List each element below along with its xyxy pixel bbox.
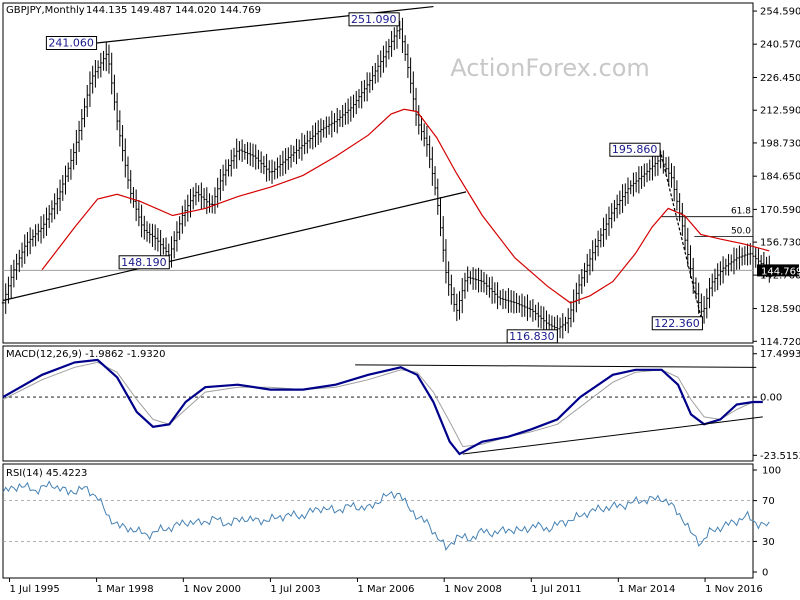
swing-annotation-box — [348, 12, 400, 27]
price-tick-label-0: 254.590 — [760, 7, 800, 18]
price-tick-label-7: 156.730 — [760, 238, 800, 249]
symbol-label: GBPJPY,Monthly — [6, 5, 85, 16]
swing-annotation-label: 148.190 — [121, 256, 166, 269]
swing-annotation-5: 122.360 — [651, 316, 703, 331]
macd-layer: 17.4993 0.00 -23.5153 — [2, 349, 800, 462]
macd-header: MACD(12,26,9) -1.9862 -1.9320 — [6, 349, 166, 360]
price-tick-label-5: 184.650 — [760, 172, 800, 183]
time-tick-label-6: 1 Jul 2011 — [531, 584, 581, 595]
ohlc-bars — [1, 17, 771, 342]
swing-annotation-4: 195.860 — [609, 142, 661, 157]
price-series-layer: 61.8 50.0 241.060 251.090 148.190 116.830 195.… — [1, 5, 771, 344]
price-tick-label-4: 198.730 — [760, 138, 800, 149]
current-price-label: 144.769 — [761, 266, 800, 277]
price-trend-line-1 — [2, 191, 467, 302]
price-axis: 254.590 240.570 226.450 212.590 198.730 184.6… — [753, 7, 800, 348]
ohlc-readout: 144.135 149.487 144.020 144.769 — [86, 5, 261, 16]
watermark: ActionForex.com — [450, 54, 650, 82]
macd-trend-line-0 — [355, 364, 757, 368]
price-pane — [2, 2, 754, 344]
price-tick-label-9: 128.590 — [760, 304, 800, 315]
swing-annotation-0: 241.060 — [45, 35, 98, 50]
swing-annotation-label: 122.360 — [654, 317, 700, 330]
time-tick-label-3: 1 Jul 2003 — [270, 584, 320, 595]
swing-annotation-3: 116.830 — [506, 329, 558, 344]
rsi-tick-label-1: 70 — [762, 496, 775, 507]
rsi-tick-label-2: 30 — [762, 537, 775, 548]
rsi-header: RSI(14) 45.4223 — [6, 468, 87, 479]
fib-level-label-0: 61.8 — [731, 207, 751, 217]
fib-level-label-1: 50.0 — [731, 227, 751, 237]
swing-annotation-label: 195.860 — [612, 143, 658, 156]
rsi-tick-label-0: 100 — [762, 466, 781, 477]
current-price-tag-bg — [757, 264, 799, 277]
swing-annotation-box — [609, 142, 661, 157]
macd-tick-label-0: 17.4993 — [760, 349, 800, 360]
swing-annotation-1: 251.090 — [348, 12, 400, 27]
swing-annotation-box — [506, 329, 558, 344]
time-tick-label-8: 1 Nov 2016 — [705, 584, 763, 595]
price-tick-label-6: 170.590 — [760, 205, 800, 216]
time-tick-label-2: 1 Nov 2000 — [183, 584, 241, 595]
price-tick-label-3: 212.590 — [760, 106, 800, 117]
current-price-tag: 144.769 — [757, 264, 800, 277]
price-tick-label-10: 114.720 — [760, 337, 800, 348]
swing-annotation-label: 116.830 — [509, 330, 555, 343]
time-tick-label-7: 1 Mar 2014 — [618, 584, 675, 595]
price-tick-label-2: 226.450 — [760, 73, 800, 84]
price-header: GBPJPY,Monthly 144.135 149.487 144.020 1… — [6, 5, 261, 16]
macd-trend-line-1 — [462, 416, 763, 455]
rsi-line — [2, 480, 770, 551]
swing-annotation-2: 148.190 — [118, 255, 170, 270]
time-tick-label-4: 1 Mar 2006 — [357, 584, 414, 595]
swing-annotation-box — [651, 316, 703, 331]
moving-average-line — [41, 108, 770, 304]
rsi-layer: 100 70 30 0 — [2, 466, 781, 579]
swing-annotation-label: 241.060 — [48, 36, 94, 49]
swing-annotation-box — [45, 35, 98, 50]
time-tick-label-1: 1 Mar 1998 — [97, 584, 154, 595]
time-tick-label-5: 1 Nov 2008 — [444, 584, 502, 595]
swing-annotation-label: 251.090 — [351, 13, 397, 26]
time-axis: 1 Jul 1995 1 Mar 1998 1 Nov 2000 1 Jul 2003… — [9, 578, 763, 595]
rsi-tick-label-3: 0 — [762, 568, 768, 579]
time-tick-label-0: 1 Jul 1995 — [10, 584, 60, 595]
macd-tick-label-1: 0.00 — [760, 393, 782, 404]
price-tick-label-1: 240.570 — [760, 40, 800, 51]
macd-signal-line — [2, 361, 763, 448]
swing-annotation-box — [118, 255, 170, 270]
macd-main-line — [2, 358, 763, 456]
macd-pane — [2, 345, 754, 462]
macd-tick-label-2: -23.5153 — [760, 451, 800, 462]
